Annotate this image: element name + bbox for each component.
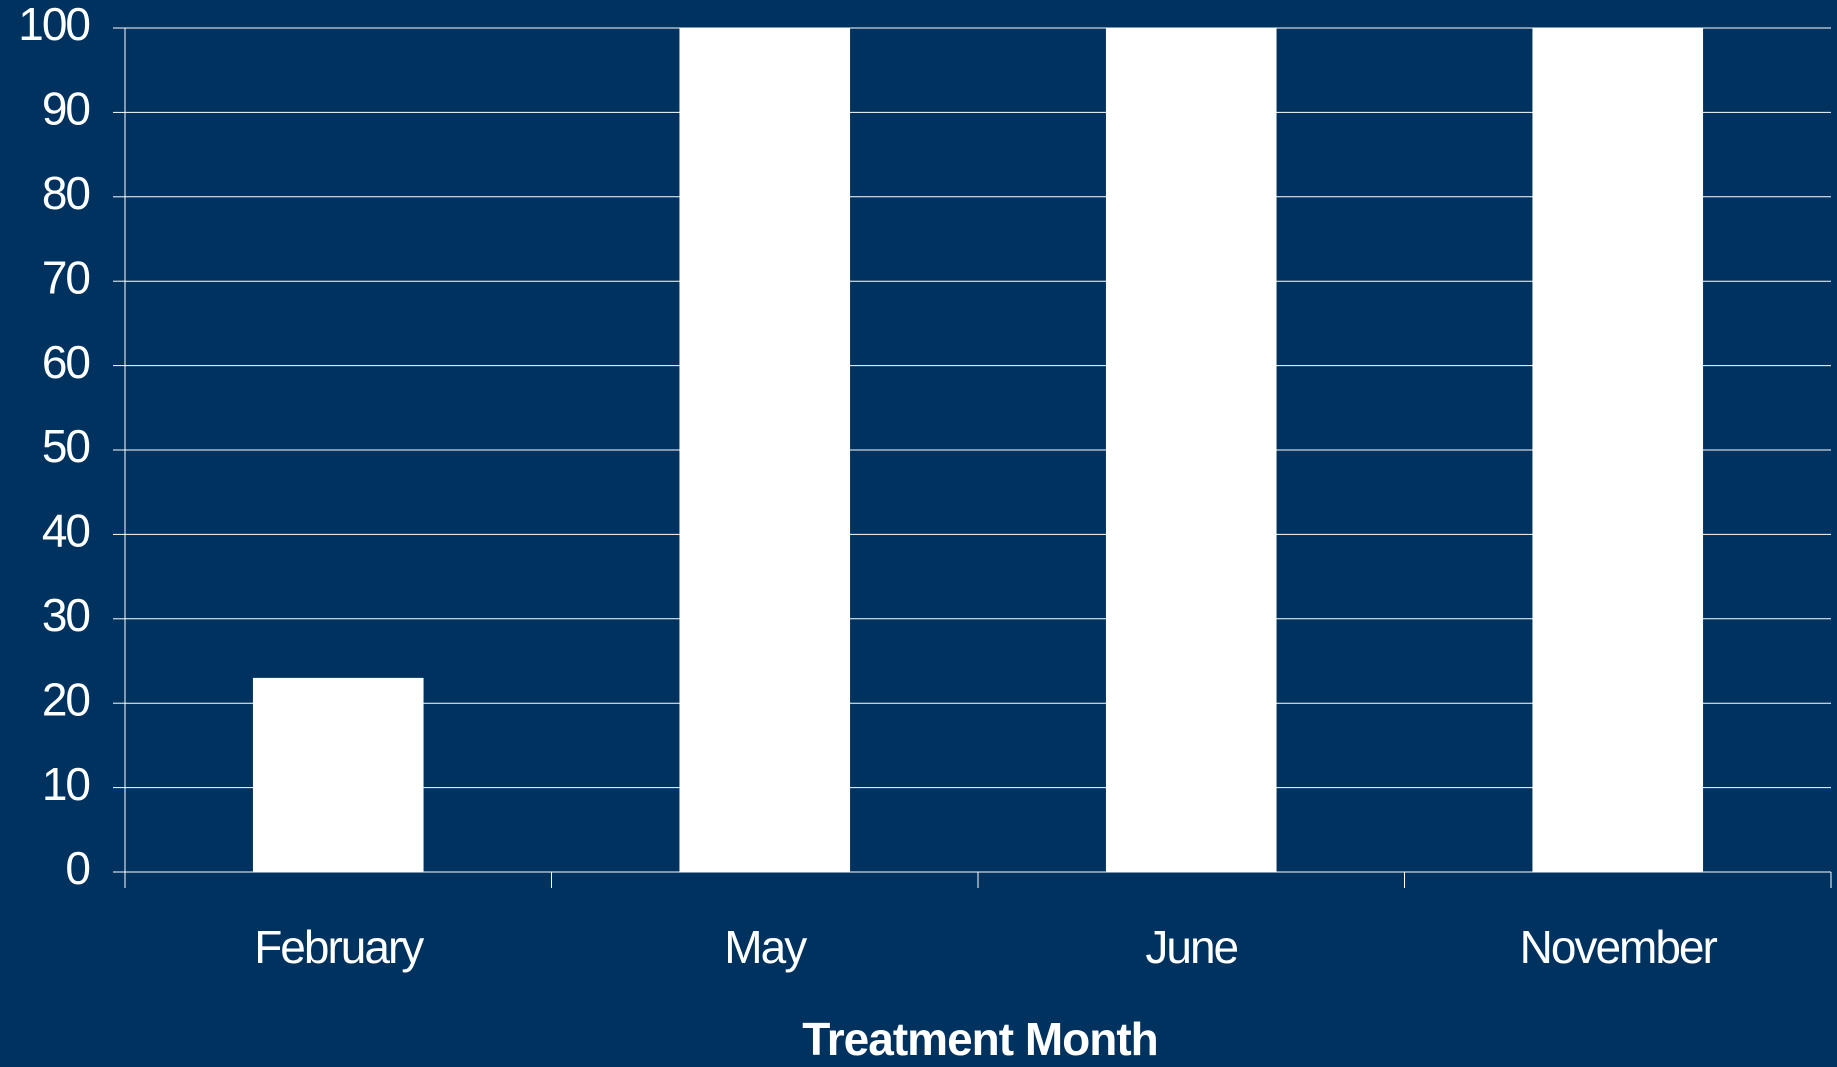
- bar: [1532, 28, 1704, 872]
- bar: [679, 28, 851, 872]
- bar: [252, 677, 424, 872]
- y-tick-label: 100: [18, 0, 89, 50]
- x-tick-label: February: [254, 921, 424, 973]
- y-tick-label: 40: [42, 505, 90, 557]
- y-tick-label: 10: [42, 758, 90, 810]
- x-tick-label: May: [724, 921, 807, 973]
- y-tick-label: 80: [42, 167, 90, 219]
- y-tick-label: 90: [42, 83, 90, 135]
- y-tick-label: 30: [42, 589, 90, 641]
- x-axis-title: Treatment Month: [802, 1013, 1158, 1065]
- y-tick-label: 20: [42, 673, 90, 725]
- y-tick-label: 0: [65, 842, 89, 894]
- bar: [1105, 28, 1277, 872]
- x-tick-label: June: [1145, 921, 1237, 973]
- y-tick-label: 60: [42, 336, 90, 388]
- y-tick-label: 50: [42, 420, 90, 472]
- y-tick-label: 70: [42, 251, 90, 303]
- x-tick-label: November: [1520, 921, 1718, 973]
